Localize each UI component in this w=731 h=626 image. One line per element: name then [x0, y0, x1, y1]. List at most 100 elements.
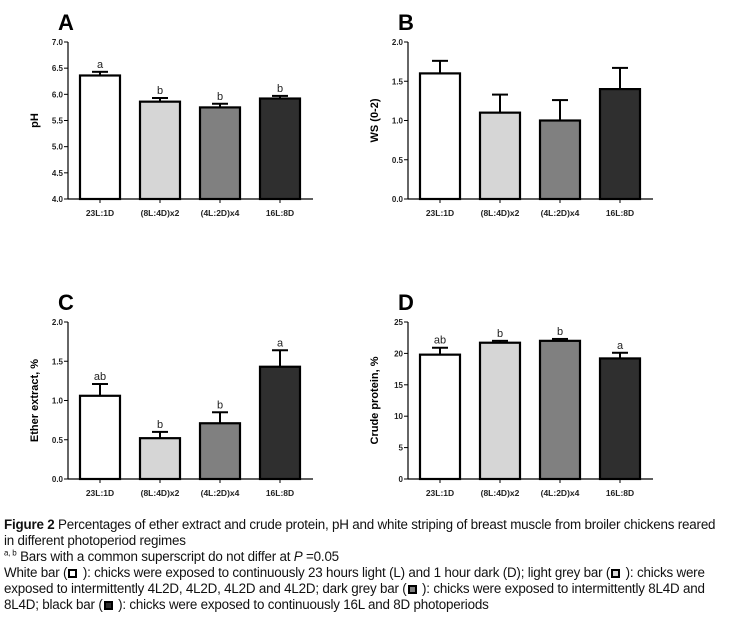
y-axis-label: pH: [29, 113, 41, 128]
black-swatch-icon: [103, 601, 113, 610]
bar: [198, 106, 242, 201]
y-tick-label: 0: [399, 475, 404, 484]
chart-a-svg: A 4.0 4.5 5.0 5.5 6.0 6.5 7.0 pH 23L:1D a (8L:4D)x2…: [29, 10, 313, 218]
significance-label: b: [217, 399, 223, 411]
legend-white-label: White bar (: [4, 565, 68, 580]
panel-letter: B: [398, 10, 414, 35]
y-tick-label: 1.0: [52, 397, 64, 406]
significance-label: a: [277, 337, 284, 349]
x-tick-label: 23L:1D: [86, 488, 114, 498]
note-p-symbol: P: [293, 549, 303, 564]
bar: [418, 72, 462, 201]
significance-label: b: [157, 85, 163, 97]
dark-grey-swatch-icon: [407, 585, 417, 594]
x-tick-label: 23L:1D: [426, 488, 454, 498]
x-tick-label: 16L:8D: [266, 208, 294, 218]
panel-letter: A: [58, 10, 74, 35]
bar: [78, 74, 122, 201]
x-tick-label: (4L:2D)x4: [541, 208, 580, 218]
panel-letter: C: [58, 290, 74, 315]
significance-label: a: [617, 340, 624, 352]
significance-label: b: [277, 83, 283, 95]
legend-white: White bar ( ): chicks were exposed to co…: [4, 565, 528, 580]
legend-black-desc: ): chicks were exposed to continuously 1…: [114, 597, 489, 612]
note-superscript: a, b: [4, 548, 17, 558]
y-tick-label: 0.0: [392, 195, 404, 204]
caption-note: a, b Bars with a common superscript do n…: [4, 549, 728, 565]
y-tick-label: 5.5: [52, 117, 64, 126]
y-tick-label: 7.0: [52, 38, 64, 47]
panel-d-crude-protein: D 0 5 10 15 20 25 Crude protein, % 23L:1D ab (8L:4…: [340, 280, 680, 530]
significance-label: b: [497, 328, 503, 340]
legend-light-grey-label: light grey bar (: [527, 565, 611, 580]
x-tick-label: (8L:4D)x2: [481, 488, 520, 498]
legend-light-grey-desc: ): chicks were exposed to intermittently…: [4, 565, 705, 596]
y-tick-label: 0.5: [392, 156, 404, 165]
x-tick-label: 16L:8D: [606, 208, 634, 218]
y-axis-label: Ether extract, %: [29, 359, 41, 442]
x-tick-label: (8L:4D)x2: [141, 208, 180, 218]
y-tick-label: 2.0: [392, 38, 404, 47]
x-tick-label: (4L:2D)x4: [541, 488, 580, 498]
y-tick-label: 0.0: [52, 475, 64, 484]
legend-black: black bar ( ): chicks were exposed to co…: [42, 597, 489, 612]
bar: [138, 437, 182, 481]
panel-a-ph: A 4.0 4.5 5.0 5.5 6.0 6.5 7.0 pH 23L:1D a (8L:4D)x2…: [0, 0, 340, 250]
bar: [538, 119, 582, 201]
significance-label: ab: [94, 371, 106, 383]
light-grey-swatch-icon: [611, 569, 621, 578]
bar: [78, 394, 122, 481]
white-swatch-icon: [68, 569, 78, 578]
legend-black-label: black bar (: [42, 597, 103, 612]
legend-white-desc: ): chicks were exposed to continuously 2…: [79, 565, 528, 580]
y-tick-label: 1.0: [392, 117, 404, 126]
caption-legend: White bar ( ): chicks were exposed to co…: [4, 565, 728, 613]
x-tick-label: (8L:4D)x2: [141, 488, 180, 498]
caption-title-text: Percentages of ether extract and crude p…: [4, 517, 716, 548]
x-tick-label: 23L:1D: [86, 208, 114, 218]
figure-caption: Figure 2 Percentages of ether extract an…: [4, 517, 728, 613]
significance-label: ab: [434, 335, 446, 347]
y-tick-label: 1.5: [52, 357, 64, 366]
x-tick-label: (4L:2D)x4: [201, 208, 240, 218]
bar: [258, 365, 302, 481]
bar: [198, 422, 242, 481]
bar: [478, 111, 522, 201]
y-tick-label: 10: [394, 412, 403, 421]
y-tick-label: 5.0: [52, 143, 64, 152]
bar: [478, 341, 522, 481]
bar: [598, 87, 642, 201]
caption-title: Figure 2 Percentages of ether extract an…: [4, 517, 728, 549]
y-tick-label: 20: [394, 349, 403, 358]
x-tick-label: (8L:4D)x2: [481, 208, 520, 218]
x-tick-label: 16L:8D: [606, 488, 634, 498]
y-tick-label: 4.0: [52, 195, 64, 204]
legend-dark-grey-desc: ): chicks were exposed to intermittently…: [4, 581, 705, 612]
y-axis-label: WS (0-2): [369, 98, 381, 142]
significance-label: b: [557, 326, 563, 338]
y-tick-label: 5: [399, 444, 404, 453]
bar: [258, 97, 302, 201]
note-text: Bars with a common superscript do not di…: [16, 549, 294, 564]
figure-label: Figure 2: [4, 517, 55, 532]
y-axis-label: Crude protein, %: [369, 356, 381, 444]
significance-label: b: [217, 91, 223, 103]
x-tick-label: 16L:8D: [266, 488, 294, 498]
panel-letter: D: [398, 290, 414, 315]
y-tick-label: 25: [394, 318, 403, 327]
bar: [538, 339, 582, 481]
x-tick-label: (4L:2D)x4: [201, 488, 240, 498]
y-tick-label: 2.0: [52, 318, 64, 327]
y-tick-label: 15: [394, 381, 403, 390]
y-tick-label: 0.5: [52, 436, 64, 445]
bar: [418, 353, 462, 481]
legend-light-grey: light grey bar ( ): chicks were exposed …: [4, 565, 705, 596]
panel-b-white-striping: B 0.0 0.5 1.0 1.5 2.0 WS (0-2) 23L:1D (8L:4D)x2 (…: [340, 0, 680, 250]
y-tick-label: 6.5: [52, 64, 64, 73]
bar: [598, 357, 642, 481]
y-tick-label: 1.5: [392, 77, 404, 86]
legend-dark-grey: dark grey bar ( ): chicks were exposed t…: [4, 581, 705, 612]
legend-dark-grey-label: dark grey bar (: [322, 581, 407, 596]
